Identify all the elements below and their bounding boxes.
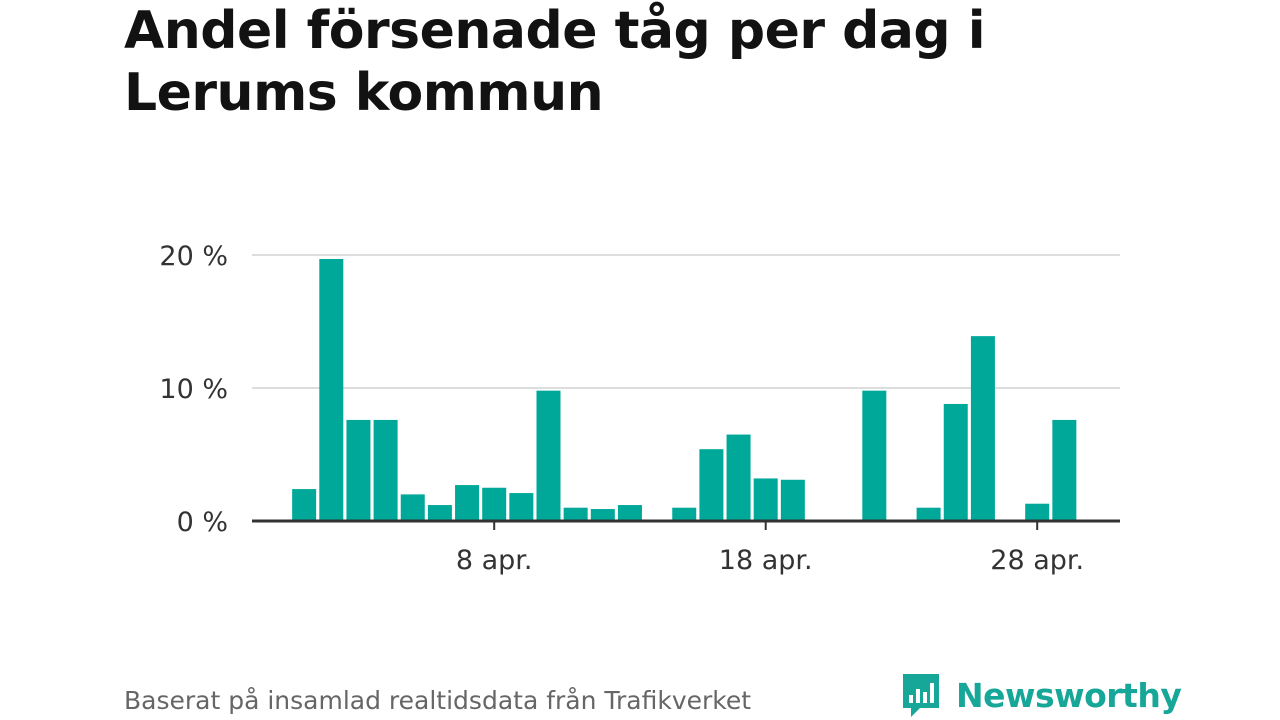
bar-apr-15[interactable] <box>672 507 697 521</box>
bar-apr-26[interactable] <box>970 336 995 521</box>
bar-apr-4[interactable] <box>373 419 398 521</box>
newsworthy-logo[interactable]: Newsworthy <box>900 670 1182 720</box>
bar-apr-1[interactable] <box>292 489 317 521</box>
newsworthy-logo-text: Newsworthy <box>956 675 1182 715</box>
bar-apr-2[interactable] <box>319 258 344 521</box>
bar-apr-16[interactable] <box>699 449 724 521</box>
bar-apr-10[interactable] <box>536 390 561 521</box>
x-tick-label: 8 apr. <box>456 545 533 576</box>
bar-apr-17[interactable] <box>726 434 751 521</box>
bar-apr-28[interactable] <box>1025 503 1050 521</box>
bar-apr-8[interactable] <box>482 487 507 521</box>
bars <box>292 258 1077 521</box>
y-tick-label: 10 % <box>159 374 228 405</box>
bar-apr-11[interactable] <box>563 507 588 521</box>
y-tick-label: 0 % <box>177 507 228 538</box>
bar-apr-29[interactable] <box>1052 419 1077 521</box>
bar-apr-18[interactable] <box>753 478 778 521</box>
bar-apr-3[interactable] <box>346 419 371 521</box>
bar-apr-7[interactable] <box>455 485 480 521</box>
chart-title: Andel försenade tåg per dag i Lerums kom… <box>124 1 986 123</box>
bar-apr-13[interactable] <box>617 505 642 521</box>
y-tick-label: 20 % <box>159 241 228 272</box>
bar-apr-19[interactable] <box>780 479 805 521</box>
bar-apr-5[interactable] <box>400 494 425 521</box>
source-note: Baserat på insamlad realtidsdata från Tr… <box>124 686 752 715</box>
bar-apr-25[interactable] <box>943 403 968 521</box>
bar-apr-24[interactable] <box>916 507 941 521</box>
x-tick-label: 18 apr. <box>719 545 813 576</box>
x-tick-label: 28 apr. <box>990 545 1084 576</box>
axes: 0 % 10 % 20 % 8 apr. 18 apr. 28 apr. <box>159 241 1120 576</box>
bar-apr-12[interactable] <box>590 509 615 521</box>
newsworthy-logo-icon <box>903 674 939 717</box>
bar-apr-9[interactable] <box>509 493 534 521</box>
bar-apr-6[interactable] <box>427 505 452 521</box>
bar-apr-22[interactable] <box>862 390 887 521</box>
